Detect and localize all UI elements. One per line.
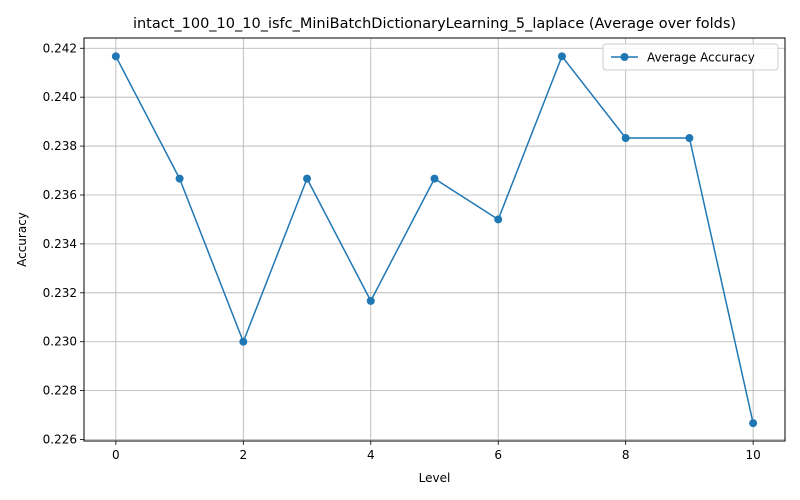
y-tick-label: 0.236 (43, 188, 77, 202)
legend-marker-swatch (620, 53, 629, 61)
legend-label: Average Accuracy (647, 51, 755, 65)
data-point (366, 296, 375, 305)
y-tick-label: 0.234 (43, 237, 77, 251)
data-point (621, 134, 630, 143)
data-series (111, 52, 758, 428)
x-tick-label: 8 (622, 448, 630, 462)
y-tick-label: 0.232 (43, 286, 77, 300)
y-tick-label: 0.240 (43, 90, 77, 104)
x-tick-label: 10 (745, 448, 760, 462)
y-tick-label: 0.230 (43, 335, 77, 349)
x-tick-label: 4 (367, 448, 375, 462)
data-point (494, 215, 503, 224)
data-point (239, 337, 248, 346)
data-point (430, 174, 439, 183)
x-tick-label: 0 (112, 448, 120, 462)
y-tick-label: 0.238 (43, 139, 77, 153)
y-tick-label: 0.226 (43, 433, 77, 447)
data-point (175, 174, 184, 183)
x-tick-label: 6 (494, 448, 502, 462)
plot-area-frame (83, 37, 786, 442)
data-point (557, 52, 566, 61)
data-point (685, 134, 694, 143)
data-point (749, 419, 758, 428)
y-tick-label: 0.242 (43, 41, 77, 55)
axis-ticks: 0 2 4 6 8 10 0.226 0.228 0.230 0.232 0.234 0.236 0.2… (43, 41, 761, 462)
grid-lines (84, 38, 785, 441)
data-point (111, 52, 120, 61)
legend: Average Accuracy (602, 43, 779, 71)
x-tick-label: 2 (239, 448, 247, 462)
data-point (303, 174, 312, 183)
y-tick-label: 0.228 (43, 384, 77, 398)
chart-title: intact_100_10_10_isfc_MiniBatchDictionar… (133, 16, 736, 32)
x-axis-label: Level (419, 471, 451, 485)
y-axis-label: Accuracy (15, 212, 29, 267)
legend-box (602, 43, 779, 71)
